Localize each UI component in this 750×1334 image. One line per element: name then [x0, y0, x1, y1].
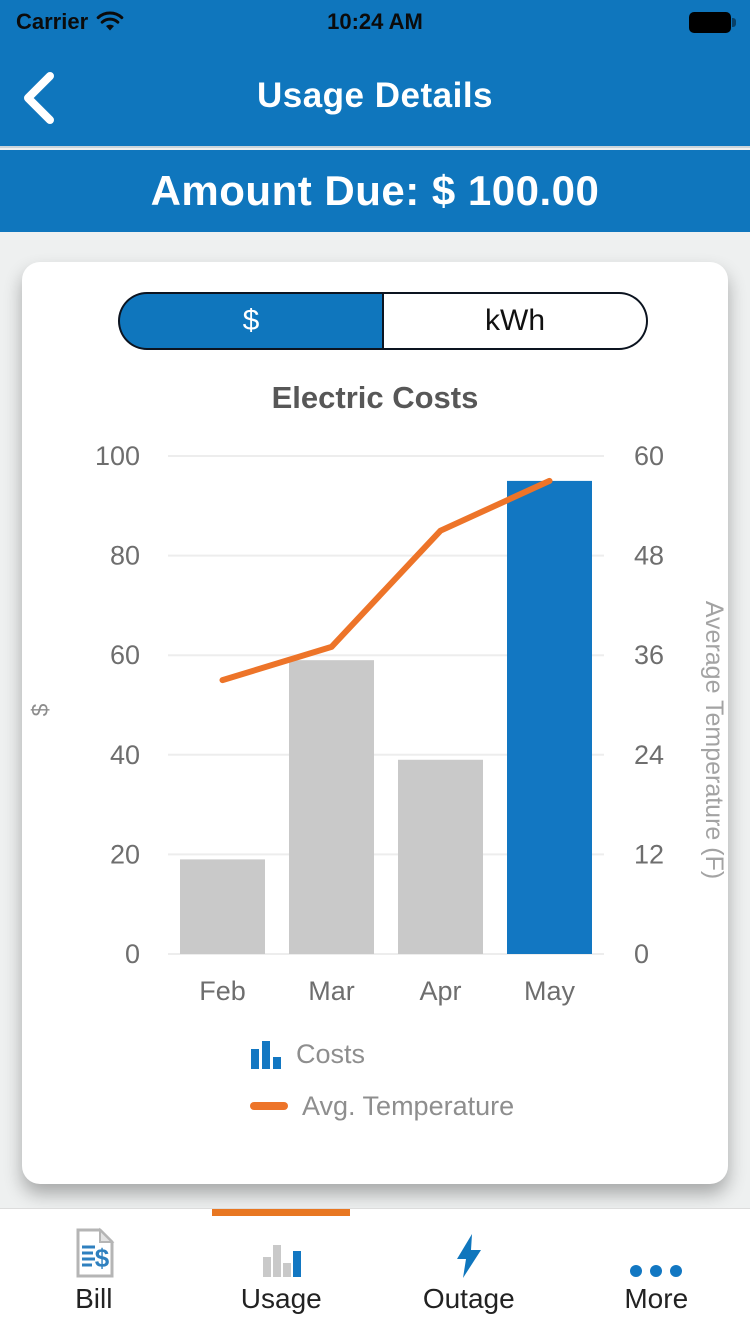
x-axis-labels: Feb Mar Apr May: [199, 976, 575, 1006]
svg-text:40: 40: [110, 740, 140, 770]
tab-label-bill: Bill: [75, 1283, 113, 1314]
page-title: Usage Details: [256, 76, 494, 115]
svg-text:60: 60: [634, 441, 664, 471]
tab-usage[interactable]: Usage: [188, 1209, 376, 1334]
temperature-line: [219, 477, 553, 684]
legend-item-avg-temperature: Avg. Temperature: [250, 1086, 514, 1126]
bar-chart-icon: [263, 1245, 302, 1277]
svg-text:12: 12: [634, 839, 664, 869]
chart-area: 0 20 40 60 80 100 0 12 24 36 48 60 Feb Mar Apr May $ …: [22, 422, 728, 1022]
svg-text:60: 60: [110, 640, 140, 670]
chart-legend: Costs Avg. Temperature: [250, 1034, 514, 1138]
clock-time: 10:24 AM: [327, 9, 423, 34]
svg-text:Mar: Mar: [308, 976, 355, 1006]
battery-icon: [689, 12, 736, 33]
unit-toggle: $ kWh: [118, 292, 648, 350]
tab-label-more: More: [624, 1283, 689, 1314]
toggle-dollar-button[interactable]: $: [118, 292, 383, 350]
legend-label-costs: Costs: [296, 1038, 366, 1069]
carrier-label: Carrier: [16, 9, 89, 34]
tab-outage[interactable]: Outage: [375, 1209, 563, 1334]
tab-more[interactable]: More: [563, 1209, 750, 1334]
active-tab-indicator: [212, 1209, 350, 1216]
svg-text:Apr: Apr: [419, 976, 461, 1006]
tab-label-outage: Outage: [422, 1283, 515, 1314]
legend-item-costs: Costs: [250, 1034, 514, 1074]
legend-label-avg-temperature: Avg. Temperature: [302, 1090, 515, 1121]
nav-bar: Usage Details: [0, 44, 750, 148]
svg-text:100: 100: [95, 441, 140, 471]
left-axis-title: $: [27, 703, 53, 716]
svg-text:80: 80: [110, 541, 140, 571]
chart-title: Electric Costs: [271, 380, 479, 415]
svg-text:20: 20: [110, 839, 140, 869]
svg-text:May: May: [524, 976, 576, 1006]
amount-due-text: Amount Due: $ 100.00: [150, 167, 600, 214]
tab-bar: $ Bill Usage Outage: [0, 1208, 750, 1334]
svg-text:36: 36: [634, 640, 664, 670]
costs-bars-icon: [251, 1041, 281, 1069]
status-bar: Carrier 10:24 AM: [0, 0, 750, 44]
usage-card: $ kWh Electric Costs 0 20 40 60 80 100 0 12 24 3…: [22, 262, 728, 1184]
cost-bars: [180, 480, 592, 954]
left-axis-ticks: 0 20 40 60 80 100: [95, 441, 140, 969]
svg-text:48: 48: [634, 541, 664, 571]
tab-bill[interactable]: $ Bill: [0, 1209, 188, 1334]
right-axis-title: Average Temperature (F): [700, 601, 728, 879]
ellipsis-icon: [630, 1265, 683, 1277]
toggle-kwh-button[interactable]: kWh: [383, 292, 648, 350]
svg-text:24: 24: [634, 740, 664, 770]
svg-text:$: $: [95, 1243, 110, 1273]
svg-text:0: 0: [634, 939, 649, 969]
bill-document-icon: $: [76, 1227, 115, 1278]
svg-text:Feb: Feb: [199, 976, 246, 1006]
lightning-bolt-icon: [456, 1234, 481, 1278]
wifi-icon: [96, 11, 124, 31]
right-axis-ticks: 0 12 24 36 48 60: [634, 441, 664, 969]
back-chevron-icon[interactable]: [14, 68, 70, 128]
temperature-line-icon: [250, 1102, 288, 1110]
amount-due-banner: Amount Due: $ 100.00: [0, 150, 750, 232]
tab-label-usage: Usage: [240, 1283, 322, 1314]
svg-text:0: 0: [125, 939, 140, 969]
